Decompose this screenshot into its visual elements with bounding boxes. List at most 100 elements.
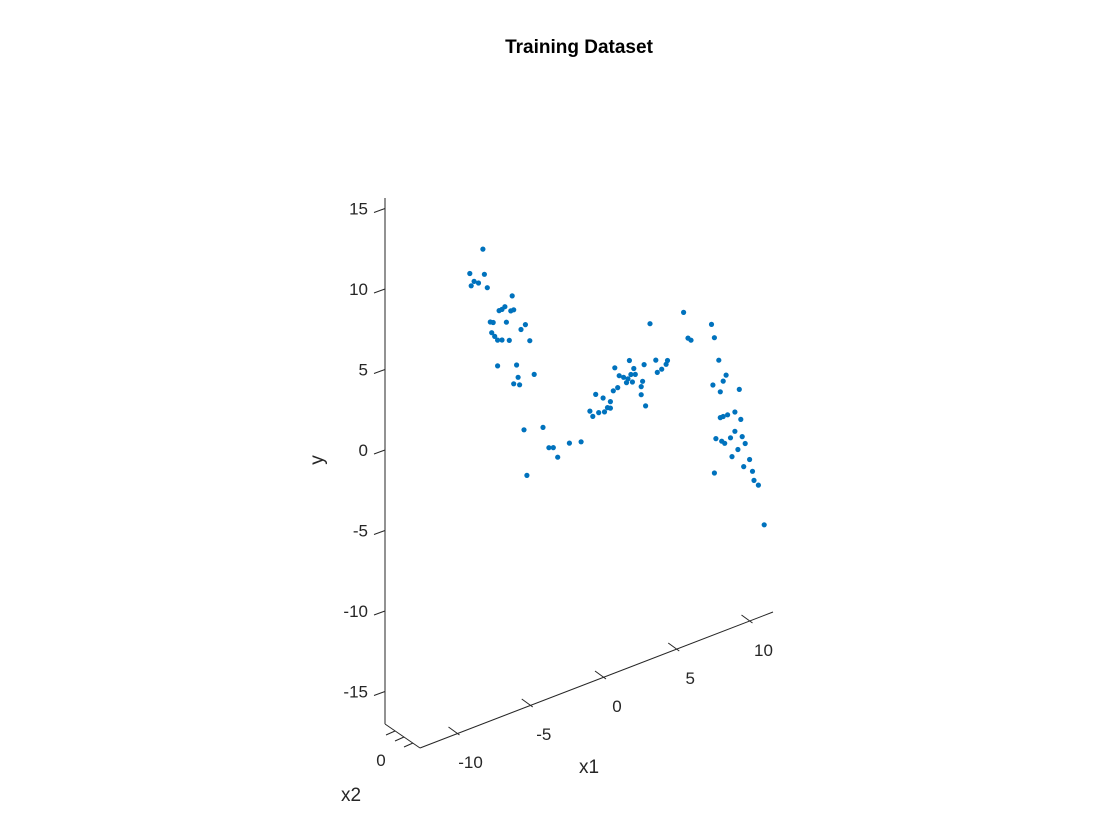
y-tick-mark-2 — [373, 369, 386, 374]
x1-tick-mark-0 — [448, 726, 460, 736]
data-point — [566, 440, 573, 446]
data-point — [590, 413, 596, 419]
data-point — [587, 408, 593, 414]
y-tick-mark-3 — [373, 449, 386, 455]
data-point — [711, 335, 718, 341]
x1-tick-label-3: 5 — [686, 669, 695, 688]
data-point — [638, 384, 644, 390]
x1-tick-label-2: 0 — [612, 697, 621, 716]
data-point — [631, 365, 637, 372]
data-point — [738, 416, 744, 422]
x1-ticks: -10 -5 0 5 10 — [448, 614, 773, 772]
data-point — [761, 522, 767, 528]
data-point — [499, 337, 505, 343]
y-tick-mark-1 — [373, 288, 386, 294]
data-point — [480, 246, 486, 252]
data-point — [688, 337, 694, 343]
x1-tick-mark-3 — [667, 642, 680, 652]
x2-tick-label-0: 0 — [376, 751, 385, 770]
data-point — [708, 321, 715, 327]
data-point — [612, 365, 618, 371]
data-point — [484, 285, 490, 291]
data-point — [710, 382, 716, 388]
y-tick-label-5: -10 — [343, 602, 368, 621]
data-point — [495, 337, 501, 343]
data-point — [511, 381, 517, 387]
y-axis-label: y — [307, 455, 328, 465]
y-tick-mark-4 — [373, 530, 386, 535]
data-point — [489, 330, 495, 336]
data-point — [555, 454, 561, 460]
data-point — [506, 337, 512, 343]
data-point — [653, 357, 659, 363]
x1-tick-mark-4 — [741, 614, 753, 624]
y-tick-label-2: 5 — [359, 361, 368, 380]
data-point — [517, 382, 523, 388]
data-point — [643, 403, 649, 409]
data-point — [723, 372, 729, 378]
y-tick-label-0: 15 — [349, 200, 368, 219]
data-point — [527, 338, 533, 344]
data-point — [593, 391, 599, 397]
data-point — [596, 410, 602, 416]
data-point — [490, 319, 496, 326]
data-point — [468, 283, 474, 289]
y-tick-mark-0 — [373, 208, 386, 213]
data-point — [492, 333, 498, 339]
y-tick-label-1: 10 — [349, 280, 368, 299]
chart-title: Training Dataset — [505, 37, 653, 58]
y-tick-mark-5 — [373, 610, 386, 616]
data-point — [502, 304, 508, 310]
data-point — [725, 412, 731, 418]
data-point — [747, 456, 753, 463]
data-point — [475, 280, 482, 286]
data-point — [509, 293, 515, 299]
data-point — [751, 477, 757, 483]
data-point — [607, 405, 614, 411]
y-tick-mark-6 — [373, 691, 386, 696]
y-tick-label-3: 0 — [359, 441, 368, 460]
data-point — [735, 446, 741, 453]
data-point — [578, 439, 584, 445]
data-point — [664, 357, 671, 364]
data-point — [481, 271, 487, 277]
data-point — [742, 440, 748, 447]
data-point — [550, 445, 556, 451]
data-point — [720, 413, 726, 420]
x1-tick-mark-1 — [521, 698, 534, 708]
data-point — [628, 371, 634, 378]
data-point — [654, 369, 660, 375]
data-point — [518, 326, 524, 333]
x1-tick-mark-2 — [594, 670, 607, 680]
data-point — [522, 322, 529, 328]
data-point — [540, 424, 546, 430]
data-point — [521, 427, 527, 433]
data-point — [621, 374, 627, 380]
x1-axis-label: x1 — [579, 757, 599, 778]
data-point — [732, 409, 738, 415]
data-point — [681, 309, 687, 315]
data-point — [531, 371, 537, 377]
data-point — [717, 389, 723, 395]
data-point — [720, 378, 726, 384]
data-point — [741, 464, 747, 470]
data-point — [467, 270, 473, 277]
y-tick-label-6: -15 — [343, 683, 368, 702]
data-point — [711, 470, 718, 476]
y-tick-label-4: -5 — [353, 522, 368, 541]
data-point — [732, 428, 738, 434]
data-point — [638, 392, 644, 398]
data-point — [503, 319, 509, 325]
data-points — [467, 246, 767, 528]
x1-axis-line — [419, 611, 774, 749]
data-point — [616, 373, 622, 379]
data-point — [514, 362, 520, 368]
data-point — [601, 409, 608, 415]
x2-ticks: 0 — [376, 751, 385, 770]
data-point — [607, 399, 614, 405]
data-point — [713, 436, 719, 442]
data-point — [615, 385, 621, 391]
data-point — [729, 454, 735, 460]
data-point — [600, 395, 606, 401]
